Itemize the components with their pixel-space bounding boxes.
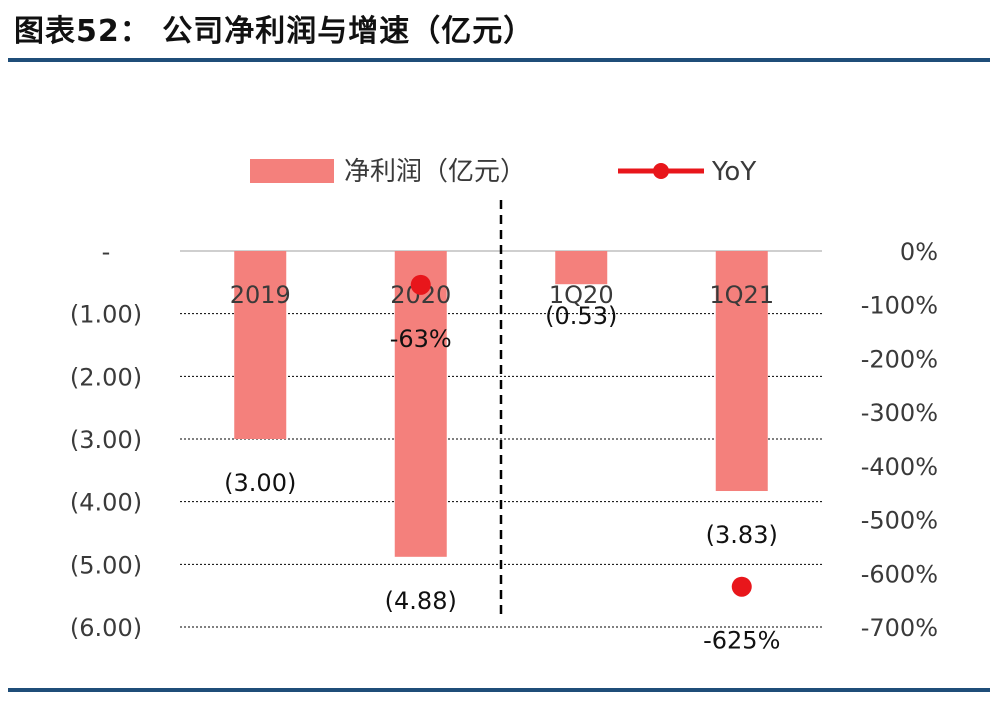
y-left-tick-label: (1.00) <box>70 301 142 329</box>
y-left-tick-label: (6.00) <box>70 614 142 642</box>
y-right-tick-label: -400% <box>861 453 938 481</box>
bar-1Q21 <box>715 251 768 492</box>
bar-data-label: (3.83) <box>706 521 778 549</box>
legend-bar-label: 净利润（亿元） <box>344 157 526 187</box>
bar-2020 <box>394 251 447 557</box>
bars <box>234 251 768 557</box>
yoy-points <box>410 274 752 597</box>
bottom-rule <box>8 688 990 692</box>
y-right-tick-label: -300% <box>861 399 938 427</box>
legend-bar-swatch <box>250 159 334 183</box>
legend: 净利润（亿元） YoY <box>250 157 756 187</box>
category-label: 1Q21 <box>709 281 774 309</box>
yoy-point-1Q21 <box>731 576 752 597</box>
yoy-data-label: -625% <box>703 627 780 655</box>
bar-1Q20 <box>555 251 608 285</box>
y-right-tick-label: -600% <box>861 560 938 588</box>
y-right-tick-label: 0% <box>900 238 938 266</box>
labels: - (1.00) (2.00) (3.00) (4.00) (5.00) (6.00) 0% -… <box>70 238 938 655</box>
y-right-tick-label: -100% <box>861 292 938 320</box>
top-rule <box>8 58 990 62</box>
yoy-data-label: -63% <box>390 325 452 353</box>
category-label: 1Q20 <box>549 281 614 309</box>
bar-data-label: (0.53) <box>545 302 617 330</box>
y-left-tick-label: (5.00) <box>70 551 142 579</box>
bar-data-label: (3.00) <box>224 469 296 497</box>
y-right-tick-label: -200% <box>861 345 938 373</box>
y-left-tick-label: (4.00) <box>70 489 142 517</box>
bar-data-label: (4.88) <box>385 587 457 615</box>
legend-yoy-marker <box>653 163 669 179</box>
legend-yoy-label: YoY <box>711 157 756 187</box>
y-right-tick-label: -500% <box>861 507 938 535</box>
y-right-tick-label: -700% <box>861 614 938 642</box>
bar-2019 <box>234 251 287 439</box>
category-label: 2019 <box>230 281 291 309</box>
y-left-tick-label: (2.00) <box>70 363 142 391</box>
y-left-tick-label: - <box>102 238 111 266</box>
y-left-tick-label: (3.00) <box>70 426 142 454</box>
chart-title: 图表52： 公司净利润与增速（亿元） <box>14 14 535 49</box>
yoy-point-2020 <box>410 274 431 295</box>
